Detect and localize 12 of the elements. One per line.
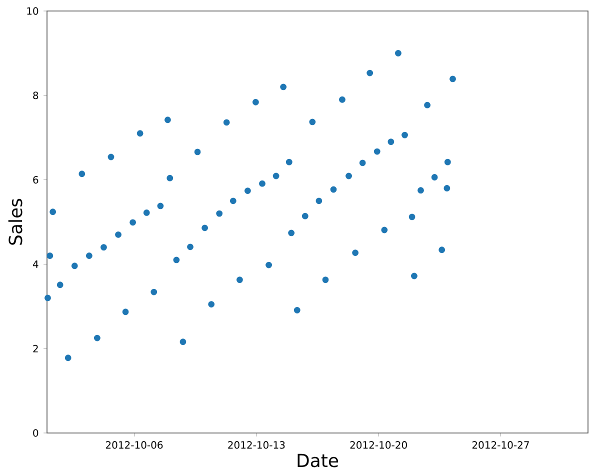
y-tick-label: 4 bbox=[32, 260, 38, 268]
y-tick-label: 10 bbox=[27, 7, 38, 15]
x-tick-label: 2012-10-27 bbox=[472, 441, 529, 449]
x-tick-label: 2012-10-06 bbox=[106, 441, 163, 449]
y-tick-label: 6 bbox=[33, 176, 38, 184]
y-tick-label: 8 bbox=[33, 92, 38, 100]
y-tick-label: 0 bbox=[33, 429, 38, 437]
y-tick-label: 2 bbox=[33, 344, 38, 352]
y-axis-title: Sales bbox=[8, 198, 22, 245]
x-axis-title: Date bbox=[298, 454, 338, 468]
x-tick-label: 2012-10-13 bbox=[228, 441, 285, 449]
x-tick-label: 2012-10-20 bbox=[350, 441, 407, 449]
